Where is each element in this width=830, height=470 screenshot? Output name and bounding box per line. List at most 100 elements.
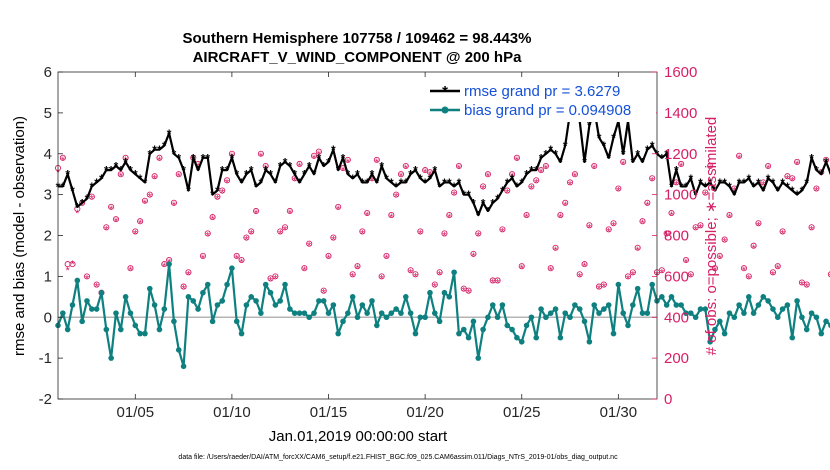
- rmse-point: *: [244, 168, 249, 182]
- rmse-point: *: [147, 147, 152, 161]
- obs-assimilated-point: *: [756, 220, 761, 232]
- obs-possible-point: [465, 287, 472, 294]
- obs-possible-point: [151, 173, 158, 180]
- obs-possible-point: [204, 230, 211, 237]
- rmse-point: *: [824, 155, 829, 169]
- bias-point: [190, 298, 197, 304]
- bias-point: [755, 302, 762, 308]
- obs-possible-point: [663, 230, 670, 237]
- rmse-point: *: [350, 172, 355, 186]
- bias-point: [523, 322, 530, 329]
- right-tick-label: 200: [664, 350, 689, 367]
- rmse-point: *: [283, 155, 288, 169]
- rmse-point: *: [481, 196, 486, 210]
- bias-point: [659, 294, 665, 300]
- bias-point: [301, 310, 308, 316]
- bias-point: [731, 314, 738, 321]
- obs-assimilated-point: *: [177, 171, 182, 183]
- bias-point: [359, 302, 366, 308]
- bias-point: [514, 334, 520, 341]
- obs-possible-point: [112, 216, 120, 223]
- bias-point: [84, 298, 90, 304]
- rmse-point: *: [123, 155, 128, 169]
- rmse-point: *: [659, 151, 664, 165]
- obs-assimilated-point: *: [90, 194, 95, 206]
- bias-point: [736, 302, 742, 308]
- obs-possible-point: [59, 154, 66, 161]
- bias-point: [171, 318, 177, 325]
- bias-point: [692, 314, 699, 321]
- bias-point: [291, 310, 298, 316]
- rmse-point: *: [355, 168, 360, 182]
- right-tick-label: 800: [664, 228, 689, 245]
- rmse-point: *: [490, 196, 495, 210]
- bias-point: [745, 294, 752, 300]
- obs-assimilated-point: *: [524, 212, 529, 224]
- rmse-point: *: [389, 176, 394, 190]
- obs-assimilated-point: *: [795, 159, 800, 171]
- rmse-point: *: [544, 147, 549, 161]
- rmse-point: *: [191, 151, 196, 165]
- obs-assimilated-point: *: [563, 200, 568, 212]
- bias-point: [644, 310, 651, 316]
- obs-assimilated-point: *: [408, 267, 413, 279]
- left-tick-label: 6: [44, 64, 52, 81]
- obs-possible-point: [272, 273, 279, 280]
- rmse-point: *: [162, 139, 167, 153]
- bias-point: [518, 338, 525, 345]
- rmse-point: *: [205, 151, 210, 165]
- rmse-point: *: [418, 172, 423, 186]
- rmse-point: *: [602, 139, 607, 153]
- rmse-point: *: [273, 176, 278, 190]
- rmse-point: *: [176, 151, 181, 165]
- obs-possible-point: [397, 171, 405, 178]
- bias-point: [605, 302, 612, 308]
- obs-possible-point: [533, 177, 540, 184]
- series-layer: ************************************* ***…: [54, 86, 830, 370]
- rmse-point: *: [167, 127, 172, 141]
- obs-assimilated-point: *: [351, 271, 356, 283]
- obs-possible-point: [557, 212, 564, 219]
- obs-assimilated-point: *: [660, 267, 665, 279]
- obs-assimilated-point: *: [568, 179, 573, 191]
- rmse-point: *: [384, 172, 389, 186]
- obs-assimilated-point: *: [790, 175, 795, 187]
- rmse-point: *: [428, 172, 433, 186]
- rmse-point: *: [688, 172, 693, 186]
- right-tick-label: 1000: [664, 187, 697, 204]
- bias-point: [253, 298, 259, 304]
- bias-point: [770, 306, 776, 312]
- rmse-point: *: [708, 176, 713, 190]
- obs-possible-point: [93, 281, 100, 288]
- obs-assimilated-point: *: [133, 228, 138, 240]
- left-tick-label: 4: [44, 146, 52, 163]
- bias-point: [663, 302, 670, 308]
- rmse-point: *: [341, 151, 346, 165]
- left-tick-label: 1: [44, 268, 52, 285]
- obs-possible-point: [808, 224, 815, 231]
- obs-possible-point: [108, 203, 115, 210]
- obs-assimilated-point: *: [582, 261, 587, 273]
- obs-possible-point: [736, 152, 743, 159]
- obs-possible-point: [538, 167, 545, 174]
- obs-possible-point: [132, 228, 139, 235]
- obs-assimilated-point: *: [602, 282, 607, 294]
- bias-point: [412, 330, 419, 337]
- bias-point: [543, 314, 549, 321]
- x-tick-label: 01/25: [503, 404, 541, 421]
- obs-possible-point: [219, 187, 226, 194]
- obs-assimilated-point: *: [829, 271, 830, 283]
- obs-assimilated-point: *: [85, 273, 90, 285]
- bias-point: [214, 302, 221, 308]
- obs-assimilated-point: *: [491, 278, 496, 290]
- bias-point: [726, 310, 733, 316]
- obs-possible-point: [562, 199, 569, 206]
- bias-point: [117, 326, 124, 333]
- bias-point: [716, 318, 723, 325]
- obs-assimilated-point: *: [607, 226, 612, 238]
- obs-possible-point: [707, 162, 714, 170]
- obs-assimilated-point: *: [322, 288, 327, 300]
- obs-assimilated-point: *: [462, 286, 467, 298]
- rmse-point: *: [742, 176, 747, 190]
- obs-possible-point: [402, 162, 409, 170]
